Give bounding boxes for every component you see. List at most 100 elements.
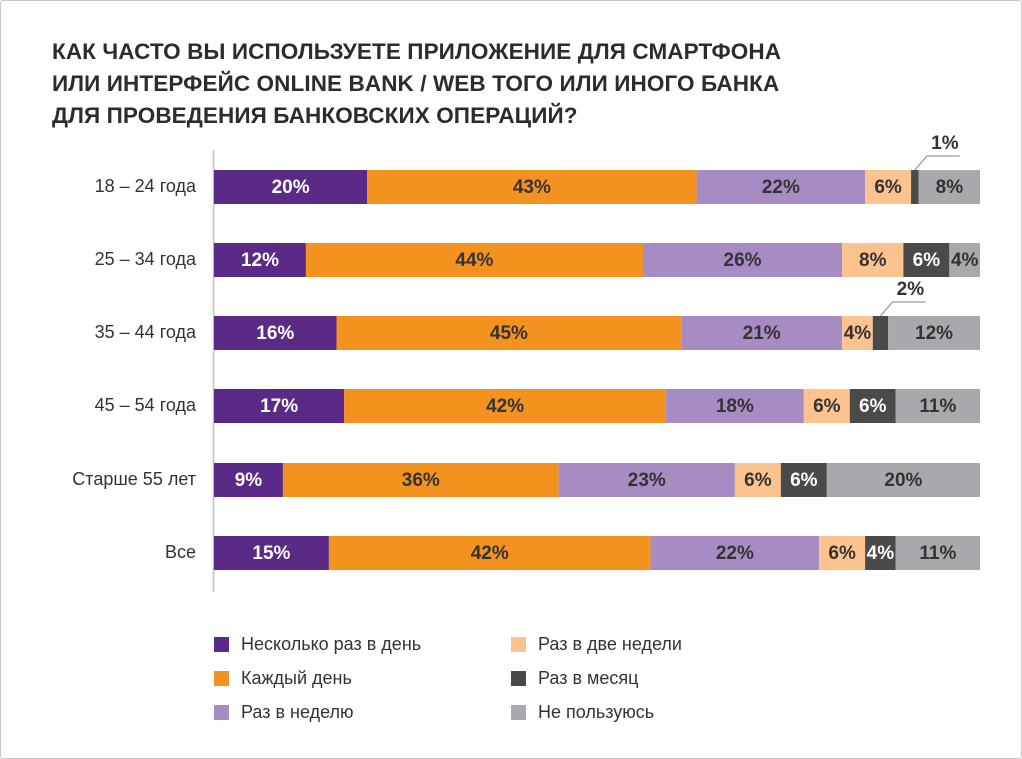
callout-line <box>914 155 960 171</box>
bar-segment <box>903 243 950 277</box>
bar-segment <box>849 389 896 423</box>
category-label: 18 – 24 года <box>95 176 197 196</box>
bar-segment <box>214 170 368 204</box>
bar-segment <box>949 243 980 277</box>
data-label: 43% <box>513 177 551 198</box>
bar-segment <box>367 170 697 204</box>
stacked-bar-chart: 18 – 24 года 20% 43% 22% 6% 1% 8% 25 – 34 года 1… <box>72 133 980 592</box>
data-label: 1% <box>931 133 959 154</box>
legend-label: Раз в неделю <box>241 701 354 722</box>
legend-label: Каждый день <box>241 667 352 688</box>
data-label: 21% <box>743 323 781 344</box>
data-label: 26% <box>724 250 762 271</box>
data-label: 12% <box>241 250 279 271</box>
legend-item: Раз в месяц <box>511 667 638 689</box>
chart-title-line: ИЛИ ИНТЕРФЕЙС ONLINE BANK / WEB ТОГО ИЛИ… <box>52 71 780 96</box>
data-label: 9% <box>235 470 263 491</box>
legend-item: Раз в неделю <box>214 701 354 723</box>
data-label: 44% <box>455 250 493 271</box>
legend-swatch <box>511 670 526 686</box>
bar-segment <box>911 170 919 204</box>
bar-segment <box>842 243 904 277</box>
bar-segment <box>803 389 850 423</box>
legend-label: Несколько раз в день <box>241 633 422 654</box>
data-label: 22% <box>716 543 754 564</box>
bar-segment <box>918 170 980 204</box>
bar-segment <box>681 316 843 350</box>
data-label: 36% <box>402 470 440 491</box>
bar-segment <box>214 463 283 497</box>
bar-segment <box>865 170 912 204</box>
data-label: 6% <box>828 543 856 564</box>
legend-item: Каждый день <box>214 667 352 689</box>
callout-line <box>879 301 926 317</box>
legend-item: Несколько раз в день <box>214 633 421 655</box>
data-label: 22% <box>762 177 800 198</box>
legend-label: Раз в месяц <box>538 667 639 688</box>
chart-title-line: КАК ЧАСТО ВЫ ИСПОЛЬЗУЕТЕ ПРИЛОЖЕНИЕ ДЛЯ … <box>52 39 782 64</box>
data-label: 6% <box>790 470 818 491</box>
bar-segment <box>865 536 896 570</box>
bar-segment <box>328 536 651 570</box>
data-label: 8% <box>859 250 887 271</box>
bar-segment <box>780 463 827 497</box>
data-label: 11% <box>919 396 956 417</box>
bar-segment <box>214 389 345 423</box>
category-label: 35 – 44 года <box>95 322 197 342</box>
bar-segment <box>665 389 804 423</box>
data-label: 20% <box>272 177 310 198</box>
data-label: 6% <box>913 250 941 271</box>
bar-segment <box>558 463 735 497</box>
data-label: 4% <box>867 543 895 564</box>
bar-segment <box>842 316 873 350</box>
data-label: 42% <box>486 396 524 417</box>
data-label: 16% <box>256 323 294 344</box>
bar-segment <box>895 389 980 423</box>
category-label: Все <box>165 542 196 562</box>
bar-segment <box>888 316 980 350</box>
bar-segment <box>895 536 980 570</box>
data-label: 6% <box>874 177 902 198</box>
data-label: 2% <box>897 279 925 300</box>
bar-segment <box>650 536 820 570</box>
chart-title-line: ДЛЯ ПРОВЕДЕНИЯ БАНКОВСКИХ ОПЕРАЦИЙ? <box>52 103 578 128</box>
bar-segment <box>282 463 559 497</box>
category-label: 45 – 54 года <box>95 395 197 415</box>
legend-label: Не пользуюсь <box>538 701 655 722</box>
chart-title: КАК ЧАСТО ВЫ ИСПОЛЬЗУЕТЕ ПРИЛОЖЕНИЕ ДЛЯ … <box>52 36 932 132</box>
data-label: 8% <box>936 177 964 198</box>
data-label: 18% <box>716 396 754 417</box>
bar-segment <box>826 463 980 497</box>
legend-swatch <box>511 704 526 720</box>
data-label: 6% <box>813 396 841 417</box>
bar-segment <box>336 316 682 350</box>
legend-swatch <box>214 636 229 652</box>
bar-segment <box>696 170 866 204</box>
category-label: Старше 55 лет <box>72 469 196 489</box>
chart-legend: Несколько раз в день Каждый день Раз в н… <box>214 630 774 730</box>
bar-segment <box>214 316 337 350</box>
data-label: 23% <box>628 470 666 491</box>
bar-segment <box>305 243 643 277</box>
data-label: 6% <box>859 396 887 417</box>
data-label: 20% <box>884 470 922 491</box>
legend-swatch <box>214 670 229 686</box>
data-label: 17% <box>260 396 298 417</box>
legend-item: Раз в две недели <box>511 633 682 655</box>
data-label: 11% <box>919 543 956 564</box>
bar-segment <box>872 316 889 350</box>
bar-segment <box>214 243 306 277</box>
legend-swatch <box>214 704 229 720</box>
bar-segment <box>642 243 843 277</box>
data-label: 45% <box>490 323 528 344</box>
legend-swatch <box>511 636 526 652</box>
bar-segment <box>819 536 866 570</box>
data-label: 12% <box>915 323 953 344</box>
data-label: 15% <box>252 543 290 564</box>
bar-segment <box>344 389 666 423</box>
bar-segment <box>734 463 781 497</box>
data-label: 6% <box>744 470 772 491</box>
category-label: 25 – 34 года <box>95 249 197 269</box>
bar-segment <box>214 536 329 570</box>
